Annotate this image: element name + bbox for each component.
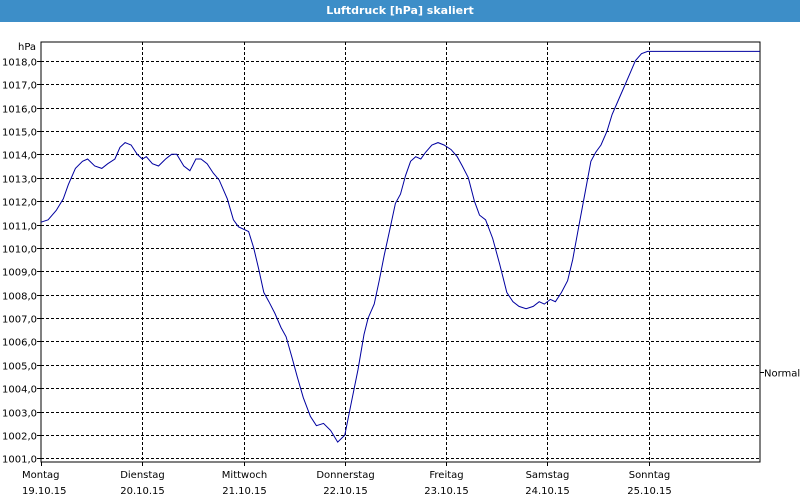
x-tick-date: 22.10.15 xyxy=(323,486,368,497)
x-tick-date: 24.10.15 xyxy=(525,486,570,497)
x-tick-day: Montag xyxy=(22,470,59,481)
y-tick-label: 1012,0 xyxy=(2,198,37,209)
y-tick-labels: 1001,0 1002,0 1003,0 1004,0 1005,0 1006,0 1007… xyxy=(2,58,41,466)
x-tick-day: Sonntag xyxy=(629,470,671,481)
x-tick-day: Samstag xyxy=(526,470,570,481)
y-tick-label: 1001,0 xyxy=(2,455,37,466)
x-tick-date: 19.10.15 xyxy=(22,486,67,497)
y-tick-label: 1017,0 xyxy=(2,81,37,92)
reference-marker: Normal xyxy=(760,369,800,380)
x-tick-date: 21.10.15 xyxy=(222,486,267,497)
y-tick-label: 1018,0 xyxy=(2,58,37,69)
y-tick-label: 1006,0 xyxy=(2,338,37,349)
plot-frame xyxy=(40,41,761,463)
y-tick-label: 1013,0 xyxy=(2,175,37,186)
y-tick-label: 1015,0 xyxy=(2,128,37,139)
x-tick-date: 20.10.15 xyxy=(120,486,165,497)
y-tick-label: 1008,0 xyxy=(2,292,37,303)
y-tick-label: 1005,0 xyxy=(2,362,37,373)
series-line-0 xyxy=(40,50,760,443)
x-tick-labels: Montag 19.10.15 Dienstag 20.10.15 Mittwoch 21… xyxy=(22,462,672,497)
x-tick-day: Mittwoch xyxy=(222,470,267,481)
y-tick-label: 1007,0 xyxy=(2,315,37,326)
series-group xyxy=(40,50,760,443)
x-tick-date: 25.10.15 xyxy=(627,486,672,497)
window-title: Luftdruck [hPa] skaliert xyxy=(0,0,800,22)
y-tick-label: 1003,0 xyxy=(2,409,37,420)
x-tick-day: Donnerstag xyxy=(316,470,374,481)
y-tick-label: 1004,0 xyxy=(2,385,37,396)
reference-label: Normal xyxy=(764,369,800,380)
y-tick-label: 1016,0 xyxy=(2,105,37,116)
grid xyxy=(41,42,760,462)
x-tick-day: Freitag xyxy=(429,470,463,481)
x-tick-date: 23.10.15 xyxy=(424,486,469,497)
x-tick-day: Dienstag xyxy=(120,470,165,481)
y-tick-label: 1010,0 xyxy=(2,245,37,256)
y-tick-label: 1002,0 xyxy=(2,432,37,443)
y-axis-unit-label: hPa xyxy=(18,42,36,53)
y-tick-label: 1011,0 xyxy=(2,222,37,233)
y-tick-label: 1014,0 xyxy=(2,151,37,162)
y-tick-label: 1009,0 xyxy=(2,268,37,279)
